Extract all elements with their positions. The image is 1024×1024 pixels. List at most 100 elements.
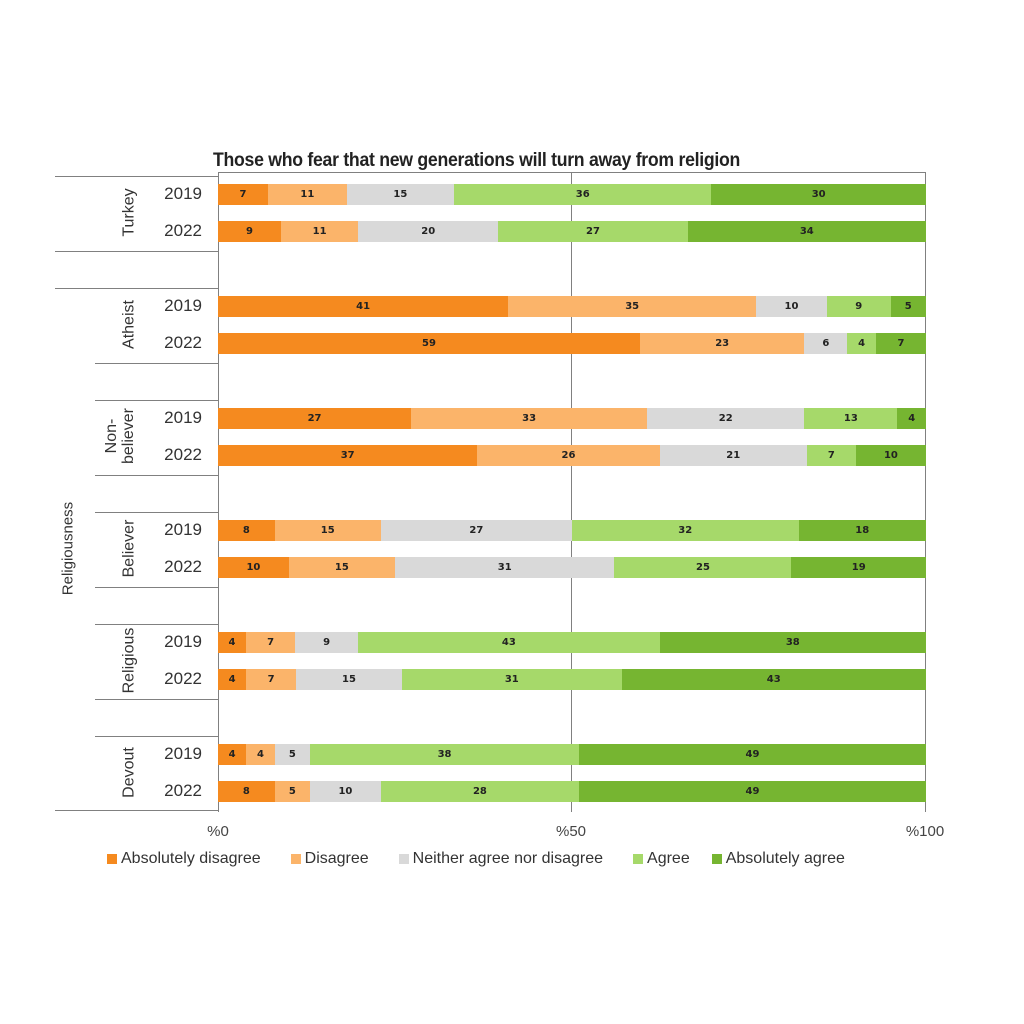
bar-row: 27 33 22 13 4 (218, 408, 926, 429)
axis-line-0 (218, 172, 219, 812)
legend: Absolutely disagree Disagree Neither agr… (107, 850, 867, 868)
bar-segment: 35 (508, 296, 757, 317)
bar-segment: 23 (639, 333, 805, 354)
bar-segment: 43 (621, 669, 926, 690)
bar-row: 10 15 31 25 19 (218, 557, 926, 578)
legend-swatch (107, 854, 117, 864)
separator (95, 699, 218, 700)
bar-segment: 8 (218, 781, 275, 802)
bar-segment: 7 (806, 445, 856, 466)
group-label-nonbeliever-line1: Non- (103, 418, 120, 454)
separator (95, 736, 218, 737)
bar-segment: 36 (453, 184, 712, 205)
bar-segment: 13 (804, 408, 898, 429)
separator (95, 587, 218, 588)
bar-segment: 20 (358, 221, 499, 242)
bar-row: 41 35 10 9 5 (218, 296, 926, 317)
bar-segment: 34 (687, 221, 926, 242)
legend-label: Absolutely agree (725, 850, 845, 867)
year-label: 2019 (164, 520, 202, 539)
group-label-devout: Devout (120, 747, 138, 798)
bar-segment: 22 (647, 408, 805, 429)
bar-row: 37 26 21 7 10 (218, 445, 926, 466)
bar-segment: 7 (218, 184, 269, 205)
year-label: 2019 (164, 408, 202, 427)
bar-segment: 4 (218, 744, 247, 765)
bar-segment: 28 (380, 781, 580, 802)
bar-segment: 11 (281, 221, 359, 242)
bar-segment: 10 (855, 445, 926, 466)
bar-segment: 9 (218, 221, 282, 242)
separator (95, 512, 218, 513)
bar-row: 59 23 6 4 7 (218, 333, 926, 354)
bar-segment: 9 (295, 632, 359, 653)
separator (55, 251, 218, 252)
year-label: 2019 (164, 632, 202, 651)
legend-swatch (711, 854, 722, 864)
group-label-nonbeliever-line2: believer (120, 407, 137, 465)
legend-item-absolutely-disagree: Absolutely disagree (107, 850, 261, 868)
bar-row: 9 11 20 27 34 (218, 221, 926, 242)
group-label-nonbeliever: Non- believer (103, 396, 137, 476)
bar-segment: 31 (394, 557, 615, 578)
separator (55, 288, 218, 289)
bar-segment: 6 (804, 333, 848, 354)
legend-item-neither: Neither agree nor disagree (398, 850, 603, 868)
bar-row: 7 11 15 36 30 (218, 184, 926, 205)
bar-segment: 21 (659, 445, 807, 466)
bar-segment: 10 (756, 296, 827, 317)
separator (55, 810, 218, 811)
year-label: 2019 (164, 296, 202, 315)
bar-segment: 15 (295, 669, 403, 690)
year-label: 2022 (164, 221, 202, 240)
group-label-believer: Believer (120, 519, 138, 578)
bar-segment: 15 (274, 520, 381, 541)
separator (95, 475, 218, 476)
year-label: 2022 (164, 557, 202, 576)
gridline-50 (571, 172, 572, 812)
bar-row: 4 7 9 43 38 (218, 632, 926, 653)
bar-segment: 49 (579, 744, 926, 765)
year-label: 2022 (164, 669, 202, 688)
separator (218, 172, 926, 173)
group-label-turkey: Turkey (120, 188, 138, 237)
bar-segment: 19 (791, 557, 926, 578)
legend-label: Disagree (304, 850, 369, 867)
year-label: 2022 (164, 333, 202, 352)
separator (95, 400, 218, 401)
bar-segment: 4 (218, 632, 247, 653)
year-label: 2019 (164, 184, 202, 203)
bar-segment: 31 (402, 669, 622, 690)
x-tick-100: %100 (905, 823, 945, 840)
legend-item-disagree: Disagree (290, 850, 369, 868)
legend-label: Absolutely disagree (121, 850, 261, 867)
bar-segment: 25 (614, 557, 792, 578)
y-axis-title: Religiousness (59, 501, 77, 596)
bar-segment: 10 (218, 557, 289, 578)
bar-row: 4 7 15 31 43 (218, 669, 926, 690)
year-label: 2022 (164, 445, 202, 464)
bar-segment: 8 (218, 520, 275, 541)
bar-segment: 37 (218, 445, 478, 466)
year-label: 2019 (164, 744, 202, 763)
bar-segment: 5 (274, 781, 311, 802)
year-label: 2022 (164, 781, 202, 800)
legend-item-absolutely-agree: Absolutely agree (711, 850, 845, 868)
x-tick-0: %0 (207, 823, 229, 840)
bar-segment: 27 (218, 408, 412, 429)
bar-segment: 4 (246, 744, 275, 765)
bar-segment: 4 (218, 669, 247, 690)
bar-segment: 7 (875, 333, 926, 354)
bar-segment: 7 (246, 632, 296, 653)
separator (95, 363, 218, 364)
separator (55, 176, 218, 177)
group-label-atheist: Atheist (120, 300, 138, 349)
bar-segment: 5 (890, 296, 926, 317)
bar-row: 4 4 5 38 49 (218, 744, 926, 765)
bar-segment: 38 (659, 632, 926, 653)
bar-row: 8 5 10 28 49 (218, 781, 926, 802)
bar-segment: 49 (579, 781, 926, 802)
bar-segment: 5 (274, 744, 311, 765)
bar-segment: 41 (218, 296, 509, 317)
legend-swatch (633, 854, 644, 864)
